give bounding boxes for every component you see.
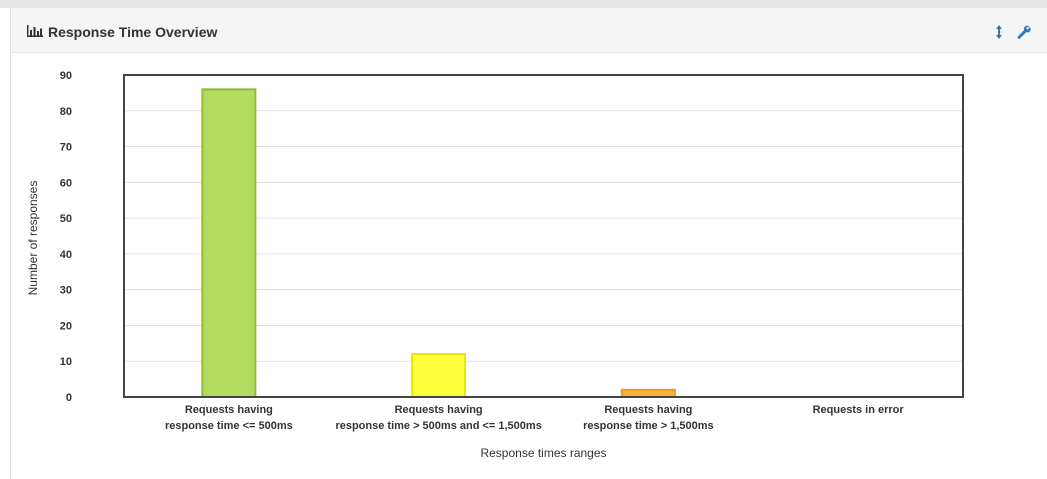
y-tick-label: 50 [60, 213, 72, 225]
x-category-label: Requests having [604, 404, 692, 416]
top-border [0, 0, 1047, 8]
y-tick-label: 40 [60, 249, 72, 261]
y-tick-label: 0 [66, 392, 72, 404]
plot-frame [123, 74, 964, 398]
x-category-label: response time > 1,500ms [583, 420, 714, 432]
y-tick-label: 30 [60, 285, 72, 297]
panel-heading: Response Time Overview [11, 8, 1047, 53]
x-category-label: response time > 500ms and <= 1,500ms [335, 420, 541, 432]
response-time-panel: Response Time Overview [10, 8, 1047, 479]
bar-1 [411, 353, 467, 399]
bar-chart-icon [27, 25, 43, 37]
x-category-label: Requests having [185, 404, 273, 416]
x-category-label: Requests having [395, 404, 483, 416]
bar-2 [620, 388, 676, 399]
y-tick-label: 80 [60, 106, 72, 118]
wrench-icon[interactable] [1017, 25, 1031, 39]
y-tick-label: 60 [60, 177, 72, 189]
x-axis-title: Response times ranges [480, 446, 606, 460]
y-axis-title: Number of responses [26, 181, 40, 296]
y-tick-label: 10 [60, 356, 72, 368]
x-category-label: response time <= 500ms [165, 420, 293, 432]
bar-0 [201, 88, 257, 399]
resize-vertical-icon[interactable] [992, 25, 1006, 39]
y-tick-label: 20 [60, 320, 72, 332]
x-category-label: Requests in error [813, 404, 905, 416]
y-tick-label: 70 [60, 142, 72, 154]
panel-title: Response Time Overview [48, 24, 218, 40]
y-tick-label: 90 [60, 70, 72, 82]
